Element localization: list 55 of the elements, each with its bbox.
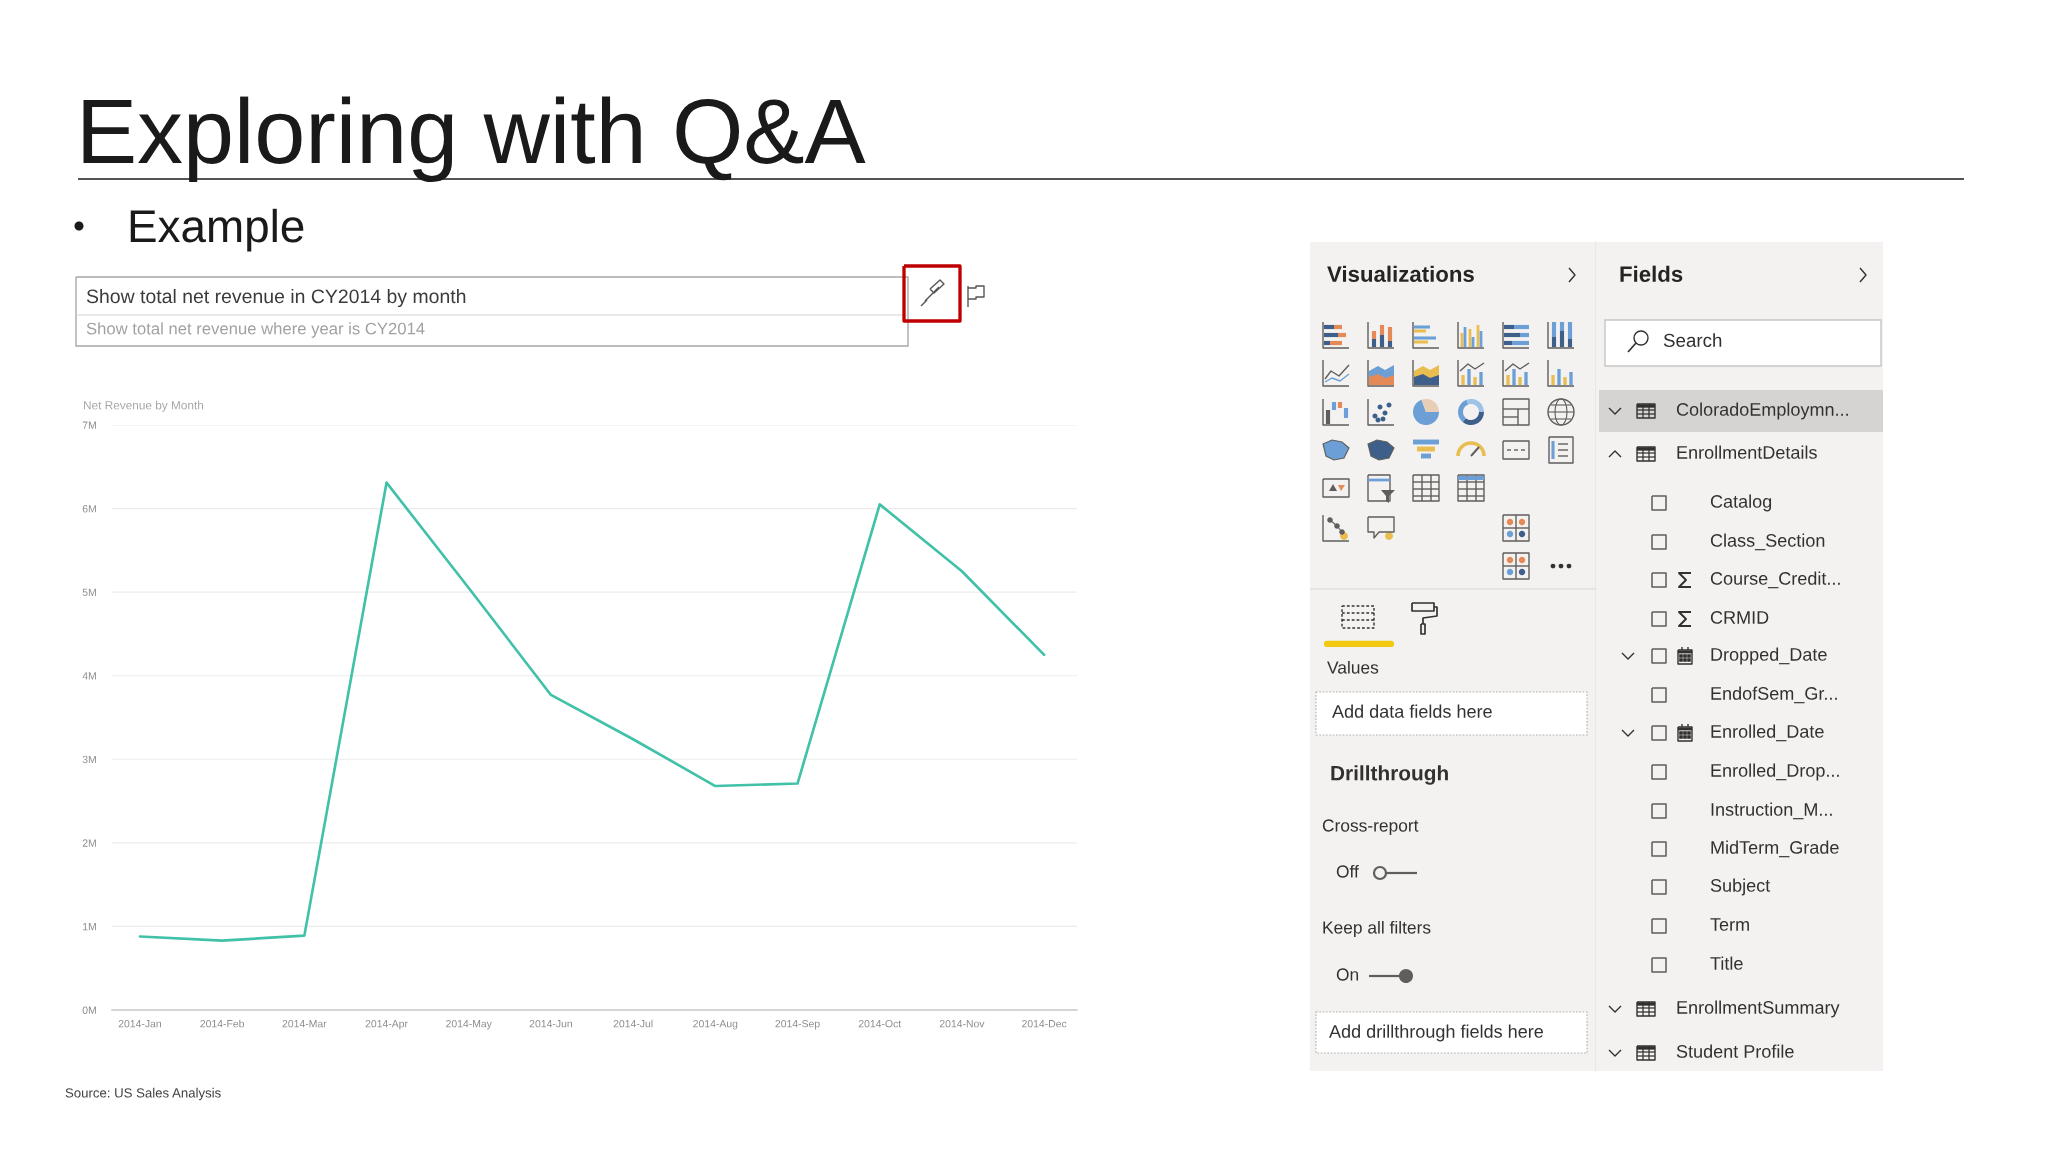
text: Instruction_M... <box>1711 802 1832 820</box>
x-tick-label: 2014-Oct <box>858 1020 902 1028</box>
x-tick-label: 2014-Jul <box>613 1019 653 1028</box>
text: MidTerm_Grade <box>1711 840 1839 858</box>
x-tick-label: 2014-Jan <box>118 1020 161 1028</box>
text: Drillthrough <box>1331 765 1448 785</box>
y-tick-label: 0M <box>82 1006 96 1014</box>
x-tick-label: 2014-Mar <box>282 1020 327 1028</box>
text: Off <box>1336 864 1359 878</box>
y-tick-label: 5M <box>82 588 96 597</box>
text: Visualizations <box>1327 265 1474 282</box>
text: Exploring with Q&A <box>83 96 866 183</box>
x-tick-label: 2014-Sep <box>775 1020 820 1030</box>
text: Enrolled_Drop... <box>1711 763 1839 781</box>
text: CRMID <box>1710 611 1769 624</box>
x-tick-label: 2014-Feb <box>200 1019 245 1028</box>
y-tick-label: 1M <box>83 923 96 931</box>
x-tick-label: 2014-Aug <box>693 1020 738 1030</box>
text: Class_Section <box>1710 533 1825 551</box>
text: Course_Credit... <box>1710 571 1840 589</box>
line-series <box>138 481 1046 942</box>
text: Show total net revenue in CY2014 by month <box>86 288 466 308</box>
text: Add drillthrough fields here <box>1329 1024 1543 1042</box>
text: EndofSem_Gr... <box>1711 686 1837 704</box>
text: Show total net revenue where year is CY2014 <box>86 322 425 338</box>
text: Search <box>1663 333 1722 348</box>
text: Example <box>130 208 304 252</box>
text: ColoradoEmploymn... <box>1676 402 1848 420</box>
x-tick-label: 2014-Jun <box>529 1020 572 1028</box>
text: Values <box>1327 660 1379 674</box>
text: EnrollmentSummary <box>1677 1000 1840 1018</box>
x-tick-label: 2014-Apr <box>365 1020 408 1030</box>
text: Student Profile <box>1676 1044 1794 1058</box>
y-tick-label: 3M <box>82 755 96 764</box>
chart-title: Net Revenue by Month <box>84 400 204 412</box>
x-tick-label: 2014-Dec <box>1022 1020 1067 1028</box>
x-tick-label: 2014-May <box>446 1020 492 1030</box>
text: Term <box>1710 918 1749 931</box>
text: EnrollmentDetails <box>1677 445 1817 459</box>
text: Enrolled_Date <box>1711 724 1824 742</box>
y-tick-label: 4M <box>82 672 96 680</box>
text: Cross-report <box>1322 819 1419 836</box>
text: Catalog <box>1710 494 1772 512</box>
text: On <box>1336 968 1359 981</box>
source-note: Source: US Sales Analysis <box>65 1087 221 1101</box>
text: Title <box>1710 956 1743 970</box>
x-tick-label: 2014-Nov <box>939 1020 985 1028</box>
y-tick-label: 2M <box>82 839 96 847</box>
text: Dropped_Date <box>1711 647 1827 665</box>
text: Subject <box>1710 878 1771 896</box>
text: Fields <box>1620 265 1683 282</box>
y-tick-label: 6M <box>82 505 96 513</box>
y-tick-label: 7M <box>82 421 96 429</box>
text: Keep all filters <box>1323 920 1431 938</box>
text: Add data fields here <box>1332 704 1492 718</box>
